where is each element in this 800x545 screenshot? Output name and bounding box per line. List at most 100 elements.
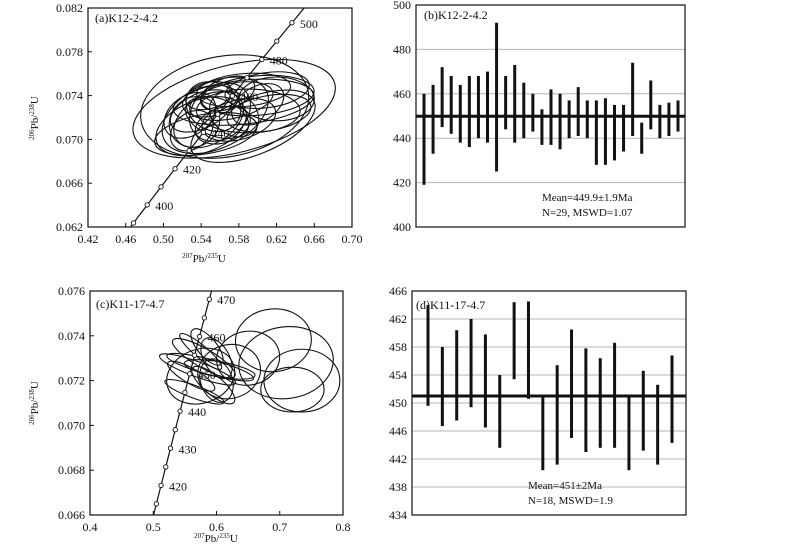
age-error-bar: [631, 62, 635, 136]
age-error-bar: [622, 104, 626, 152]
concordia-age-marker: [163, 464, 169, 470]
y-tick-label: 0.070: [56, 132, 83, 146]
age-error-bar: [585, 100, 589, 139]
panel-a-concordia-labels: 400 420 440 460 480 500: [155, 17, 318, 213]
concordia-age-marker: [274, 38, 280, 44]
concordia-age-marker: [158, 184, 164, 190]
concordia-age-marker: [172, 427, 178, 433]
y-tick-label: 0.068: [58, 463, 85, 477]
age-error-bar: [567, 100, 571, 139]
panel-d-frame: [411, 290, 687, 516]
concordia-age-marker: [212, 278, 216, 282]
age-error-bar: [467, 76, 471, 148]
y-tick-label: 458: [389, 340, 407, 354]
concordia-age-label: 450: [198, 368, 216, 382]
panel-b-title: (b)K12-2-4.2: [424, 8, 488, 22]
panel-c-title: (c)K11-17-4.7: [96, 297, 165, 311]
age-error-bar: [598, 358, 602, 448]
age-error-bar: [504, 76, 508, 130]
error-ellipse: [224, 71, 310, 110]
age-error-bar: [469, 319, 473, 408]
x-tick-label: 0.58: [228, 232, 249, 246]
concordia-age-marker: [229, 93, 235, 99]
x-tick-label: 0.7: [272, 520, 287, 534]
age-error-bar: [458, 84, 462, 143]
age-error-bar: [540, 109, 544, 145]
x-tick-label: 0.54: [191, 232, 212, 246]
error-ellipse: [200, 337, 233, 380]
panel-d: 434 438 442 446 450 454 458 462 466 (d)K11-17-4.…: [389, 284, 687, 522]
concordia-age-marker: [130, 220, 137, 226]
error-ellipse: [140, 54, 310, 159]
age-error-bar: [513, 64, 517, 143]
y-tick-label: 0.062: [56, 220, 83, 234]
panel-d-title: (d)K11-17-4.7: [416, 298, 485, 312]
age-error-bar: [658, 104, 662, 139]
panel-a-y-ticks: 0.062 0.066 0.070 0.074 0.078 0.082: [56, 1, 92, 234]
y-tick-label: 446: [389, 424, 407, 438]
x-tick-label: 0.5: [146, 520, 161, 534]
age-error-bar: [613, 104, 616, 161]
error-ellipse: [196, 72, 292, 108]
error-ellipse: [226, 93, 312, 133]
panel-c-y-ticks: 0.066 0.068 0.070 0.072 0.074 0.076: [58, 284, 94, 522]
panel-c-concordia: [152, 278, 216, 515]
y-tick-label: 462: [389, 312, 407, 326]
panel-d-gridlines: [412, 318, 686, 488]
y-tick-label: 0.082: [56, 1, 83, 15]
concordia-age-marker: [305, 2, 309, 6]
y-tick-label: 460: [393, 87, 411, 101]
error-ellipse: [169, 109, 214, 152]
age-error-bar: [498, 375, 502, 448]
age-error-bar: [486, 71, 489, 143]
age-error-bar: [512, 302, 516, 380]
y-tick-label: 450: [389, 396, 407, 410]
panel-c-frame: [89, 290, 344, 516]
age-error-bar: [495, 22, 499, 172]
panel-b-y-ticks: 400 420 440 460 480 500: [393, 0, 411, 234]
age-error-bar: [640, 122, 644, 154]
concordia-age-label: 420: [183, 163, 201, 177]
concordia-age-marker: [144, 202, 150, 208]
x-tick-label: 0.46: [115, 232, 136, 246]
y-tick-label: 466: [389, 284, 407, 298]
age-error-bar: [603, 98, 607, 165]
panel-b-error-bars: [422, 22, 680, 185]
y-tick-label: 480: [393, 42, 411, 56]
age-error-bar: [570, 329, 574, 438]
concordia-age-label: 430: [179, 442, 197, 456]
panel-c-ellipses: [158, 308, 341, 413]
error-ellipse: [263, 348, 341, 413]
y-tick-label: 0.066: [56, 176, 83, 190]
y-tick-label: 0.066: [58, 508, 85, 522]
age-error-bar: [558, 93, 562, 150]
panel-d-error-bars: [426, 301, 674, 471]
y-tick-label: 454: [389, 368, 407, 382]
concordia-age-label: 500: [300, 17, 318, 31]
age-error-bar: [449, 76, 453, 134]
concordia-age-marker: [215, 111, 221, 117]
error-ellipse: [197, 343, 262, 400]
concordia-age-marker: [259, 56, 265, 63]
error-ellipse: [164, 378, 225, 405]
y-tick-label: 0.072: [58, 374, 85, 388]
age-error-bar: [656, 384, 660, 465]
concordia-age-label: 480: [270, 53, 288, 67]
error-ellipse: [158, 353, 237, 386]
concordia-age-label: 440: [188, 405, 206, 419]
age-error-bar: [422, 93, 426, 185]
error-ellipse: [260, 366, 325, 413]
age-error-bar: [440, 347, 444, 427]
age-error-bar: [555, 365, 559, 465]
error-ellipse: [182, 84, 240, 118]
age-error-bar: [594, 100, 598, 165]
panel-c-x-label: 207Pb/235U: [194, 532, 238, 545]
age-error-bar: [440, 67, 444, 128]
x-tick-label: 0.6: [209, 520, 224, 534]
x-tick-label: 0.50: [153, 232, 174, 246]
y-tick-label: 438: [389, 480, 407, 494]
x-tick-label: 0.70: [342, 232, 363, 246]
concordia-age-marker: [191, 352, 198, 358]
panel-c-y-label: 206Pb/238U: [28, 381, 41, 425]
